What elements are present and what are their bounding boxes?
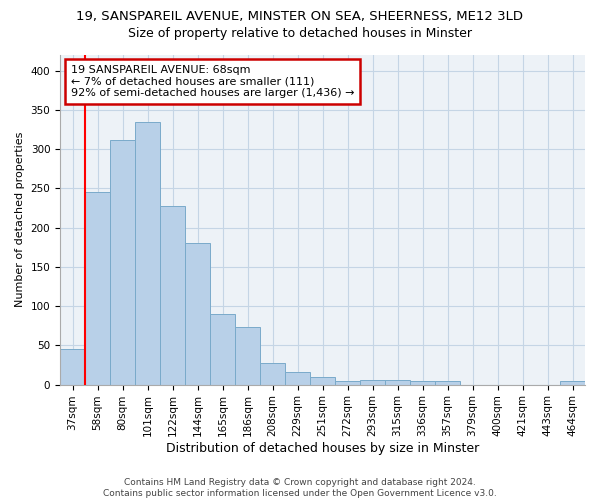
Bar xyxy=(335,380,360,384)
Bar xyxy=(360,380,385,384)
Bar xyxy=(185,242,210,384)
Bar xyxy=(435,382,460,384)
Bar xyxy=(235,326,260,384)
X-axis label: Distribution of detached houses by size in Minster: Distribution of detached houses by size … xyxy=(166,442,479,455)
Bar xyxy=(135,122,160,384)
Text: 19 SANSPAREIL AVENUE: 68sqm
← 7% of detached houses are smaller (111)
92% of sem: 19 SANSPAREIL AVENUE: 68sqm ← 7% of deta… xyxy=(71,65,354,98)
Text: Contains HM Land Registry data © Crown copyright and database right 2024.
Contai: Contains HM Land Registry data © Crown c… xyxy=(103,478,497,498)
Bar xyxy=(160,206,185,384)
Bar xyxy=(85,192,110,384)
Bar xyxy=(260,364,285,384)
Bar xyxy=(60,350,85,384)
Y-axis label: Number of detached properties: Number of detached properties xyxy=(15,132,25,308)
Bar xyxy=(410,380,435,384)
Text: Size of property relative to detached houses in Minster: Size of property relative to detached ho… xyxy=(128,28,472,40)
Bar xyxy=(110,140,135,384)
Bar xyxy=(310,376,335,384)
Bar xyxy=(285,372,310,384)
Bar xyxy=(385,380,410,384)
Bar xyxy=(210,314,235,384)
Bar xyxy=(560,382,585,384)
Text: 19, SANSPAREIL AVENUE, MINSTER ON SEA, SHEERNESS, ME12 3LD: 19, SANSPAREIL AVENUE, MINSTER ON SEA, S… xyxy=(77,10,523,23)
